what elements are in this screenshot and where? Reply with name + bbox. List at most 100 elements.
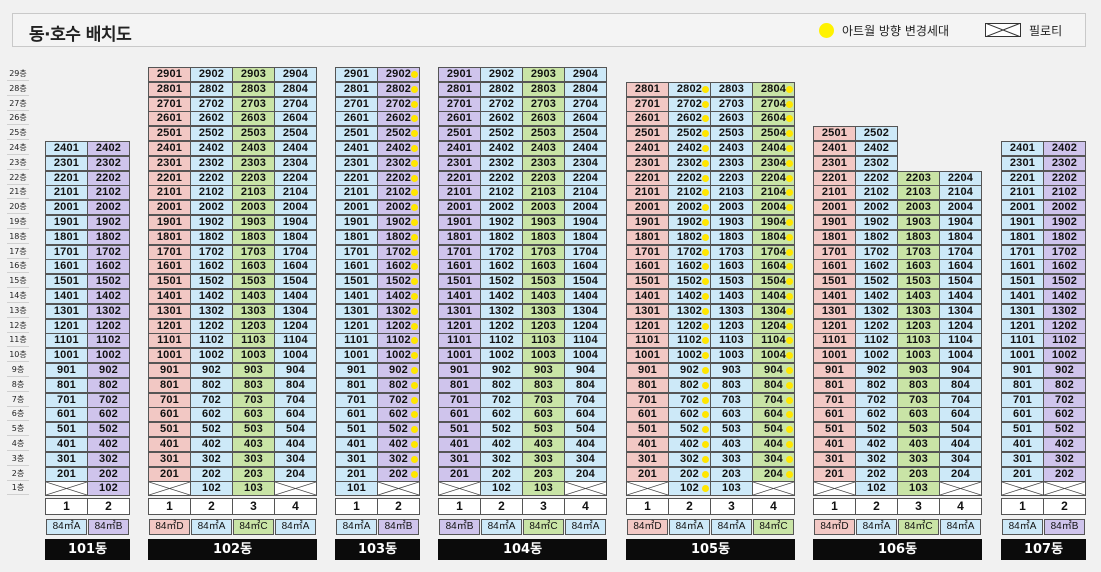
unit-cell[interactable]: 1101 — [148, 333, 191, 349]
unit-cell[interactable]: 2602 — [668, 111, 711, 127]
unit-cell[interactable]: 1701 — [148, 244, 191, 260]
unit-cell[interactable]: 1004 — [274, 348, 317, 364]
unit-cell[interactable]: 602 — [1043, 407, 1086, 423]
unit-cell[interactable]: 1304 — [939, 303, 982, 319]
unit-cell[interactable]: 1903 — [897, 215, 940, 230]
unit-cell[interactable]: 1002 — [480, 348, 523, 364]
unit-cell[interactable]: 2904 — [274, 67, 317, 82]
unit-cell[interactable]: 401 — [438, 437, 481, 452]
unit-cell[interactable]: 2201 — [626, 170, 669, 186]
unit-cell[interactable]: 2503 — [522, 126, 565, 142]
unit-cell[interactable]: 903 — [522, 363, 565, 378]
unit-cell[interactable]: 302 — [1043, 451, 1086, 467]
unit-cell[interactable]: 1003 — [710, 348, 753, 364]
unit-cell[interactable]: 1804 — [752, 229, 795, 245]
unit-cell[interactable]: 1304 — [752, 303, 795, 319]
unit-cell[interactable]: 1602 — [377, 259, 420, 275]
unit-cell[interactable]: 1803 — [232, 229, 275, 245]
unit-cell[interactable]: 2404 — [564, 141, 607, 156]
unit-cell[interactable]: 2201 — [1001, 170, 1044, 186]
unit-cell[interactable]: 1202 — [480, 318, 523, 334]
unit-cell[interactable]: 1904 — [274, 215, 317, 230]
unit-cell[interactable]: 1203 — [232, 318, 275, 334]
unit-cell[interactable]: 804 — [564, 377, 607, 393]
unit-cell[interactable]: 902 — [377, 363, 420, 378]
unit-cell[interactable]: 203 — [522, 466, 565, 482]
unit-cell[interactable]: 1001 — [45, 348, 88, 364]
unit-cell[interactable]: 901 — [1001, 363, 1044, 378]
unit-cell[interactable]: 1101 — [1001, 333, 1044, 349]
unit-cell[interactable]: 2203 — [232, 170, 275, 186]
unit-cell[interactable]: 1902 — [377, 215, 420, 230]
unit-cell[interactable]: 1202 — [377, 318, 420, 334]
unit-cell[interactable]: 1202 — [855, 318, 898, 334]
unit-cell[interactable]: 1001 — [438, 348, 481, 364]
unit-cell[interactable]: 703 — [710, 392, 753, 408]
unit-cell[interactable]: 2301 — [626, 155, 669, 171]
unit-cell[interactable]: 2204 — [564, 170, 607, 186]
unit-cell[interactable]: 2702 — [377, 96, 420, 112]
unit-cell[interactable]: 2501 — [148, 126, 191, 142]
unit-cell[interactable]: 1102 — [1043, 333, 1086, 349]
unit-cell[interactable]: 102 — [190, 481, 233, 497]
unit-cell[interactable]: 604 — [274, 407, 317, 423]
unit-cell[interactable]: 502 — [480, 422, 523, 438]
unit-cell[interactable]: 1802 — [855, 229, 898, 245]
unit-cell[interactable]: 1002 — [377, 348, 420, 364]
unit-cell[interactable]: 401 — [335, 437, 378, 452]
unit-cell[interactable]: 502 — [668, 422, 711, 438]
unit-cell[interactable]: 303 — [897, 451, 940, 467]
unit-cell[interactable]: 1704 — [564, 244, 607, 260]
unit-cell[interactable]: 1001 — [1001, 348, 1044, 364]
unit-cell[interactable]: 1303 — [522, 303, 565, 319]
unit-cell[interactable]: 603 — [897, 407, 940, 423]
unit-cell[interactable]: 1404 — [752, 289, 795, 304]
unit-cell[interactable]: 504 — [274, 422, 317, 438]
unit-cell[interactable]: 1003 — [522, 348, 565, 364]
unit-cell[interactable]: 2602 — [377, 111, 420, 127]
unit-cell[interactable]: 803 — [897, 377, 940, 393]
unit-cell[interactable]: 2101 — [1001, 185, 1044, 201]
unit-cell[interactable]: 2804 — [274, 81, 317, 97]
unit-cell[interactable]: 302 — [190, 451, 233, 467]
unit-cell[interactable]: 2801 — [626, 81, 669, 97]
unit-cell[interactable]: 2303 — [522, 155, 565, 171]
unit-cell[interactable]: 1901 — [626, 215, 669, 230]
unit-cell[interactable]: 1804 — [939, 229, 982, 245]
unit-cell[interactable]: 1403 — [897, 289, 940, 304]
unit-cell[interactable]: 1401 — [335, 289, 378, 304]
unit-cell[interactable]: 401 — [1001, 437, 1044, 452]
unit-cell[interactable]: 1901 — [335, 215, 378, 230]
unit-cell[interactable]: 2101 — [438, 185, 481, 201]
unit-cell[interactable]: 2703 — [710, 96, 753, 112]
unit-cell[interactable]: 601 — [1001, 407, 1044, 423]
unit-cell[interactable]: 702 — [668, 392, 711, 408]
unit-cell[interactable]: 602 — [377, 407, 420, 423]
unit-cell[interactable]: 704 — [752, 392, 795, 408]
unit-cell[interactable]: 703 — [232, 392, 275, 408]
unit-cell[interactable]: 201 — [45, 466, 88, 482]
unit-cell[interactable]: 2702 — [668, 96, 711, 112]
unit-cell[interactable]: 501 — [1001, 422, 1044, 438]
unit-cell[interactable]: 702 — [480, 392, 523, 408]
unit-cell[interactable]: 2102 — [87, 185, 130, 201]
unit-cell[interactable]: 1603 — [710, 259, 753, 275]
unit-cell[interactable]: 301 — [1001, 451, 1044, 467]
unit-cell[interactable]: 1103 — [710, 333, 753, 349]
unit-cell[interactable]: 2802 — [377, 81, 420, 97]
unit-cell[interactable]: 403 — [897, 437, 940, 452]
unit-cell[interactable]: 2701 — [335, 96, 378, 112]
unit-cell[interactable]: 1502 — [87, 274, 130, 290]
unit-cell[interactable]: 301 — [626, 451, 669, 467]
unit-cell[interactable]: 2901 — [148, 67, 191, 82]
unit-cell[interactable]: 1101 — [813, 333, 856, 349]
unit-cell[interactable]: 604 — [939, 407, 982, 423]
unit-cell[interactable]: 602 — [190, 407, 233, 423]
unit-cell[interactable]: 1203 — [710, 318, 753, 334]
unit-cell[interactable]: 1403 — [232, 289, 275, 304]
unit-cell[interactable]: 801 — [626, 377, 669, 393]
unit-cell[interactable]: 1701 — [626, 244, 669, 260]
unit-cell[interactable]: 2701 — [438, 96, 481, 112]
unit-cell[interactable]: 1901 — [438, 215, 481, 230]
unit-cell[interactable]: 1603 — [522, 259, 565, 275]
